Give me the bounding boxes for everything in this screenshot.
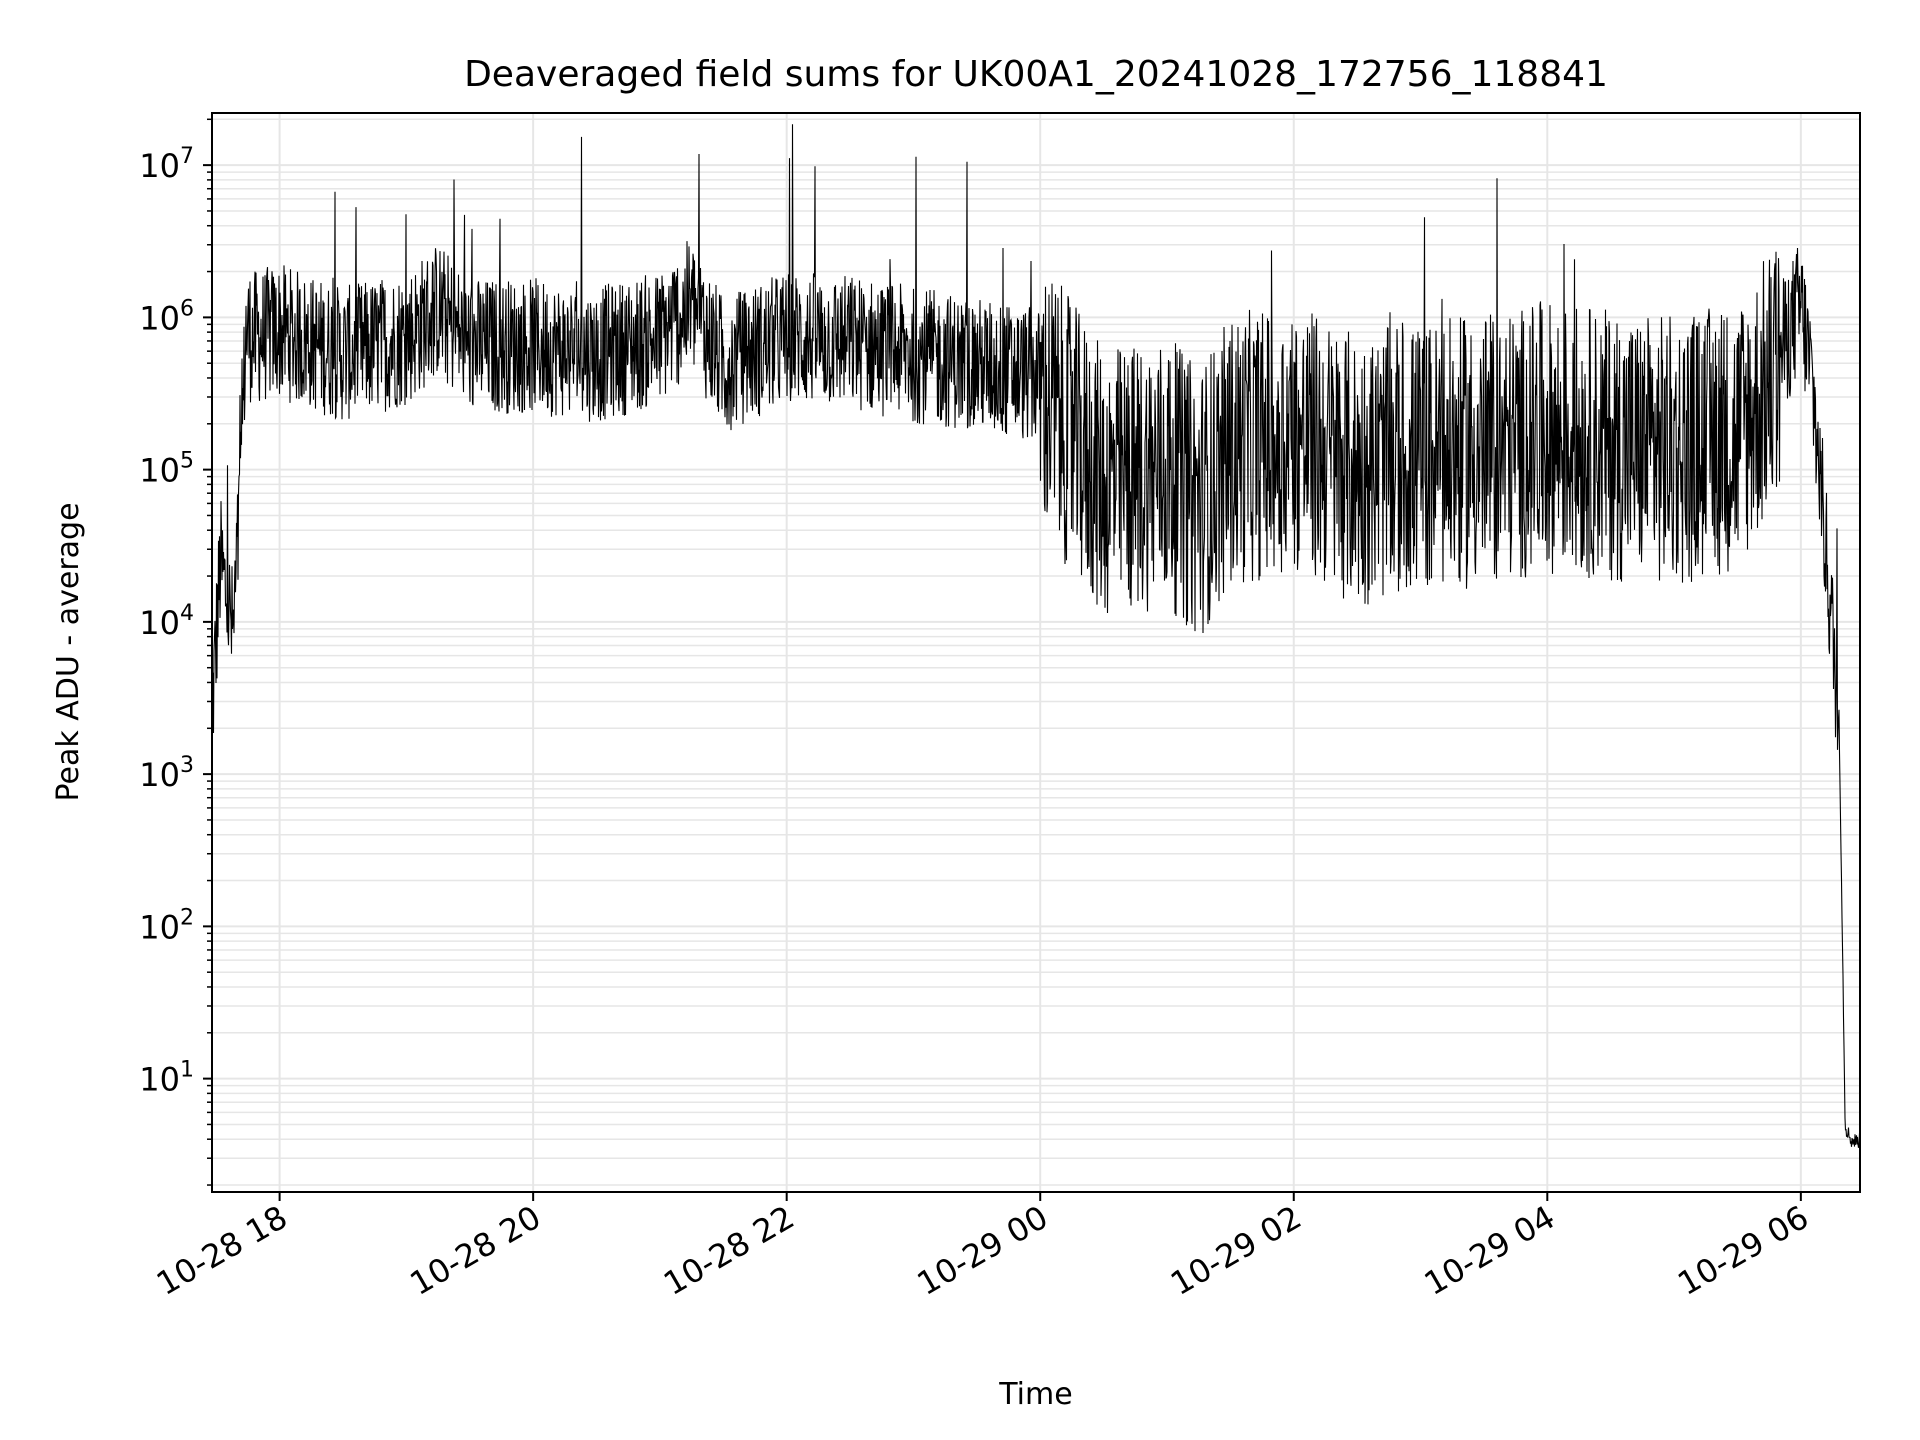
series-layer	[211, 124, 1861, 1148]
y-tick-label: 103	[139, 753, 194, 794]
plot-frame	[211, 112, 1861, 1193]
y-tick-label: 102	[139, 905, 194, 946]
chart-title: Deaveraged field sums for UK00A1_2024102…	[464, 54, 1608, 95]
y-axis-label: Peak ADU - average	[51, 502, 86, 801]
grid	[212, 113, 1860, 1192]
y-tick-label: 101	[139, 1058, 194, 1099]
x-axis-label: Time	[998, 1377, 1072, 1412]
series-line	[211, 124, 1861, 1148]
y-tick-label: 104	[139, 601, 194, 642]
y-tick-label: 106	[139, 296, 194, 337]
y-tick-label: 105	[139, 449, 194, 490]
y-tick-label: 107	[139, 144, 194, 185]
